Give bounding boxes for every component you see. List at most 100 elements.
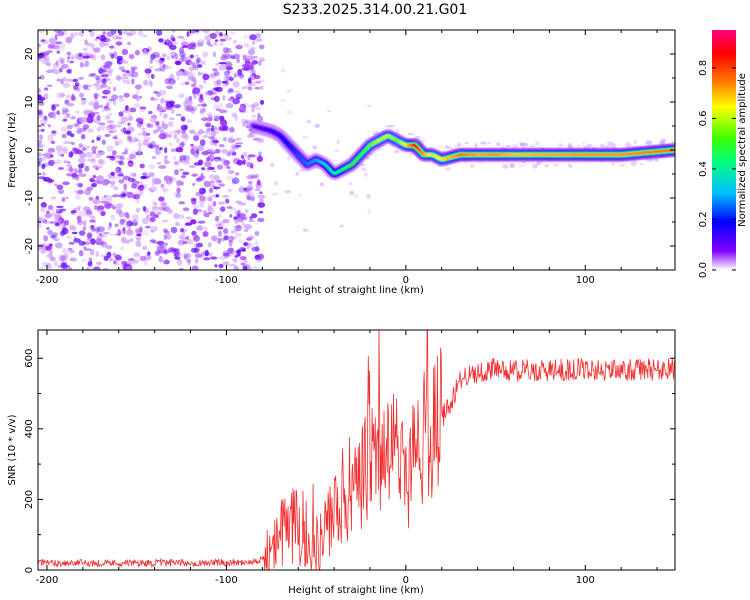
noise-speckle [142, 130, 147, 137]
noise-speckle [214, 30, 220, 36]
noise-speckle [212, 185, 217, 188]
noise-speckle [225, 176, 233, 180]
noise-speckle [238, 239, 244, 244]
noise-speckle [269, 162, 275, 168]
noise-speckle [200, 172, 204, 180]
noise-speckle [139, 180, 143, 185]
noise-speckle [101, 73, 109, 78]
noise-speckle [136, 233, 142, 237]
noise-speckle [49, 233, 55, 239]
noise-speckle [47, 204, 54, 211]
noise-speckle [229, 207, 237, 212]
noise-speckle [116, 55, 123, 61]
noise-speckle [180, 124, 188, 131]
noise-speckle [306, 119, 312, 124]
noise-speckle [250, 47, 257, 50]
noise-speckle [520, 143, 525, 147]
noise-speckle [52, 62, 60, 68]
snr-axes: -200 -100 0 100 0 200 400 600 [24, 330, 675, 586]
noise-speckle [212, 170, 217, 173]
noise-speckle [186, 31, 190, 37]
noise-speckle [163, 248, 168, 255]
noise-speckle [99, 34, 107, 42]
noise-speckle [240, 262, 245, 266]
noise-speckle [510, 163, 514, 168]
noise-speckle [177, 239, 186, 246]
noise-speckle [54, 70, 60, 75]
noise-speckle [139, 121, 144, 125]
noise-speckle [65, 94, 72, 99]
noise-speckle [177, 36, 185, 39]
noise-speckle [197, 103, 203, 107]
noise-speckle [214, 240, 221, 243]
noise-speckle [103, 42, 110, 47]
noise-speckle [444, 145, 450, 149]
noise-speckle [83, 248, 92, 251]
noise-speckle [49, 154, 54, 158]
noise-speckle [99, 75, 104, 78]
noise-speckle [567, 143, 572, 148]
noise-speckle [135, 96, 140, 102]
noise-speckle [219, 102, 223, 109]
noise-speckle [207, 197, 213, 202]
noise-speckle [243, 34, 248, 39]
noise-speckle [171, 109, 175, 114]
noise-speckle [287, 156, 291, 161]
noise-speckle [233, 225, 241, 232]
noise-speckle [161, 219, 169, 223]
noise-speckle [94, 93, 98, 100]
noise-speckle [133, 139, 141, 142]
noise-speckle [153, 202, 157, 206]
noise-speckle [139, 163, 145, 169]
noise-speckle [41, 163, 46, 170]
noise-speckle [184, 134, 190, 141]
noise-speckle [187, 43, 193, 50]
noise-speckle [109, 156, 116, 161]
noise-speckle [529, 144, 536, 148]
noise-speckle [115, 208, 123, 215]
noise-speckle [187, 74, 194, 82]
noise-speckle [124, 239, 131, 244]
noise-speckle [224, 61, 232, 65]
noise-speckle [178, 201, 185, 205]
noise-speckle [126, 136, 133, 142]
noise-speckle [42, 176, 51, 182]
noise-speckle [232, 157, 241, 165]
noise-speckle [213, 130, 217, 137]
noise-speckle [88, 257, 93, 264]
noise-speckle [259, 57, 265, 62]
noise-speckle [218, 125, 226, 131]
noise-speckle [86, 87, 91, 91]
noise-speckle [143, 80, 149, 86]
noise-speckle [170, 226, 178, 234]
noise-speckle [61, 255, 68, 261]
noise-speckle [157, 240, 165, 246]
noise-speckle [70, 116, 77, 120]
noise-speckle [61, 107, 69, 113]
noise-speckle [158, 206, 164, 211]
noise-speckle [145, 132, 151, 136]
noise-speckle [98, 123, 106, 131]
noise-speckle [128, 257, 136, 265]
noise-speckle [231, 177, 240, 185]
noise-speckle [48, 37, 57, 45]
noise-speckle [192, 90, 197, 95]
noise-speckle [48, 69, 55, 73]
noise-speckle [66, 102, 75, 107]
noise-speckle [79, 127, 85, 133]
noise-speckle [206, 116, 213, 122]
noise-speckle [164, 78, 171, 85]
noise-speckle [41, 171, 46, 176]
noise-speckle [131, 150, 138, 154]
noise-speckle [93, 266, 101, 270]
noise-speckle [251, 40, 256, 46]
noise-speckle [114, 223, 119, 228]
noise-speckle [69, 166, 73, 173]
noise-speckle [175, 221, 180, 227]
noise-speckle [184, 161, 191, 165]
noise-speckle [147, 110, 153, 115]
noise-speckle [184, 236, 190, 239]
noise-speckle [173, 133, 178, 140]
noise-speckle [46, 253, 54, 259]
noise-speckle [174, 60, 180, 65]
